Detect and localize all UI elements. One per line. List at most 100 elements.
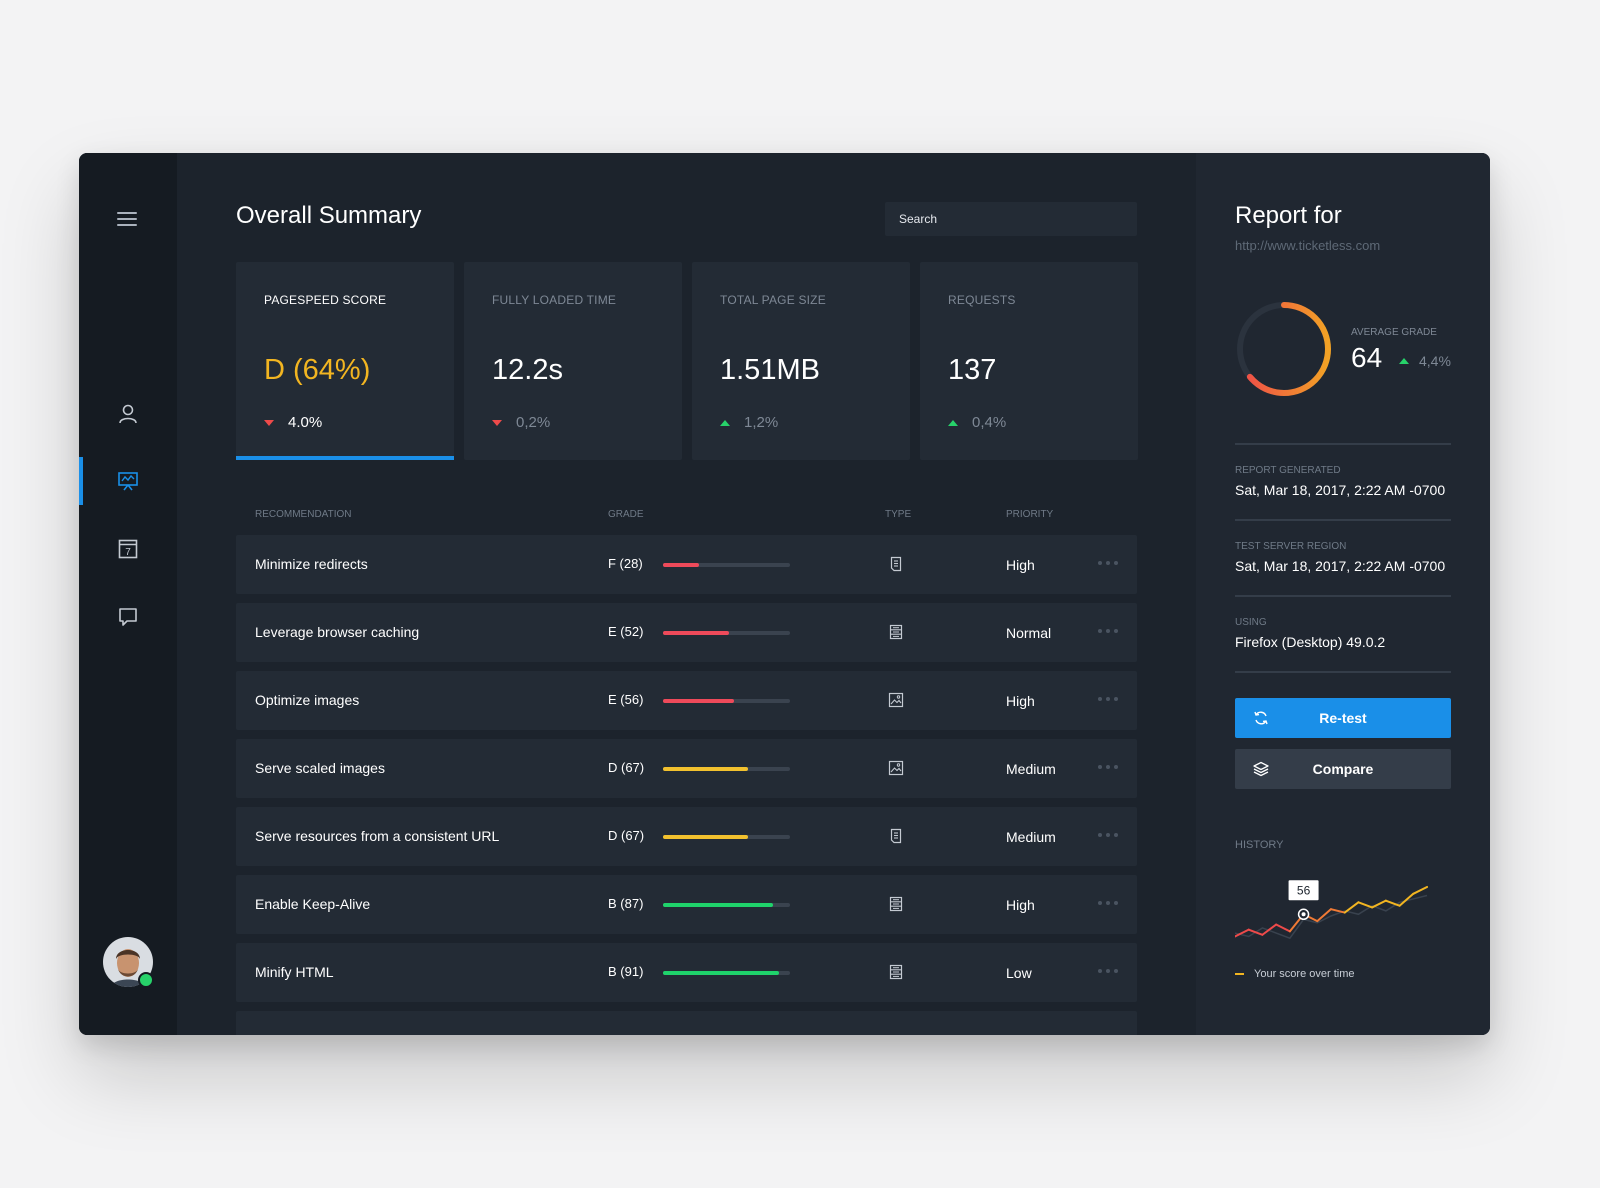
card-delta: 0,2%	[492, 414, 550, 431]
table-row[interactable]	[236, 1011, 1137, 1035]
column-grade[interactable]: GRADE	[608, 509, 644, 520]
priority-value: High	[1006, 897, 1035, 913]
more-options-icon[interactable]	[1098, 761, 1122, 773]
more-options-icon[interactable]	[1098, 625, 1122, 637]
report-url[interactable]: http://www.ticketless.com	[1235, 238, 1381, 253]
grade-value: B (91)	[608, 964, 644, 979]
recommendation-name: Optimize images	[255, 692, 360, 708]
card-delta: 4.0%	[264, 414, 322, 431]
compare-button[interactable]: Compare	[1235, 749, 1451, 789]
server-icon	[888, 964, 904, 980]
priority-value: Medium	[1006, 761, 1056, 777]
grade-bar-fill	[663, 835, 749, 839]
more-options-icon[interactable]	[1098, 693, 1122, 705]
info-test-server-region: TEST SERVER REGION Sat, Mar 18, 2017, 2:…	[1235, 519, 1451, 574]
history-line-segment	[1384, 899, 1401, 907]
grade-bar-fill	[663, 767, 749, 771]
card-delta-value: 0,4%	[972, 414, 1007, 431]
table-row[interactable]: Enable Keep-Alive B (87) High	[236, 875, 1137, 934]
grade-value: F (28)	[608, 556, 643, 571]
arrow-down-icon	[492, 419, 502, 426]
refresh-icon	[1254, 711, 1268, 725]
history-chart: 56	[1235, 880, 1428, 940]
hamburger-menu-icon[interactable]	[117, 212, 137, 226]
grade-bar-fill	[663, 563, 699, 567]
priority-value: Medium	[1006, 829, 1056, 845]
average-grade-label: AVERAGE GRADE	[1351, 327, 1437, 338]
grade-bar	[663, 903, 790, 907]
grade-bar	[663, 835, 790, 839]
card-value: D (64%)	[264, 354, 371, 386]
grade-bar	[663, 699, 790, 703]
sidebar-item-calendar[interactable]: 7	[79, 525, 177, 573]
card-delta: 0,4%	[948, 414, 1006, 431]
more-options-icon[interactable]	[1098, 897, 1122, 909]
table-row[interactable]: Optimize images E (56) High	[236, 671, 1137, 730]
card-value: 12.2s	[492, 354, 563, 386]
card-delta-value: 4.0%	[288, 414, 323, 431]
arrow-up-icon	[1399, 358, 1409, 364]
grade-value: D (67)	[608, 828, 645, 843]
history-line-segment	[1398, 892, 1415, 907]
average-grade-value: 64	[1351, 342, 1383, 373]
calendar-icon: 7	[118, 539, 138, 559]
document-icon	[888, 828, 904, 844]
table-row[interactable]: Serve resources from a consistent URL D (…	[236, 807, 1137, 866]
card-delta-value: 0,2%	[516, 414, 551, 431]
table-row[interactable]: Minify HTML B (91) Low	[236, 943, 1137, 1002]
sidebar-item-messages[interactable]	[79, 593, 177, 641]
info-report-generated: REPORT GENERATED Sat, Mar 18, 2017, 2:22…	[1235, 443, 1451, 498]
legend-swatch	[1235, 973, 1244, 975]
more-options-icon[interactable]	[1098, 557, 1122, 569]
chat-icon	[119, 608, 137, 626]
document-icon	[888, 556, 904, 572]
active-card-indicator	[236, 456, 454, 460]
column-recommendation[interactable]: RECOMMENDATION	[255, 509, 352, 520]
more-options-icon[interactable]	[1098, 829, 1122, 841]
info-value: Sat, Mar 18, 2017, 2:22 AM -0700	[1235, 558, 1446, 574]
history-line-segment	[1235, 928, 1250, 938]
report-title: Report for	[1235, 202, 1342, 229]
sidebar-item-reports[interactable]	[79, 457, 177, 505]
card-requests[interactable]: REQUESTS 137 0,4%	[920, 262, 1138, 460]
history-shadow-line	[1235, 894, 1428, 940]
search-input[interactable]	[885, 202, 1137, 236]
card-delta-value: 1,2%	[744, 414, 779, 431]
history-tooltip-value: 56	[1297, 883, 1311, 897]
average-grade-donut	[1237, 302, 1331, 396]
sidebar-item-user[interactable]	[79, 390, 177, 438]
report-panel: Report for http://www.ticketless.com AVE…	[1196, 153, 1490, 1035]
retest-label: Re-test	[1319, 710, 1367, 726]
recommendation-name: Minimize redirects	[255, 556, 368, 572]
table-row[interactable]: Serve scaled images D (67) Medium	[236, 739, 1137, 798]
card-fully-loaded-time[interactable]: FULLY LOADED TIME 12.2s 0,2%	[464, 262, 682, 460]
card-value: 1.51MB	[720, 354, 820, 386]
table-row[interactable]: Leverage browser caching E (52) Normal	[236, 603, 1137, 662]
compare-label: Compare	[1312, 761, 1374, 777]
more-options-icon[interactable]	[1098, 965, 1122, 977]
retest-button[interactable]: Re-test	[1235, 698, 1451, 738]
page-title: Overall Summary	[236, 202, 422, 229]
history-label: HISTORY	[1235, 839, 1284, 851]
card-total-page-size[interactable]: TOTAL PAGE SIZE 1.51MB 1,2%	[692, 262, 910, 460]
table-row[interactable]: Minimize redirects F (28) High	[236, 535, 1137, 594]
server-icon	[888, 624, 904, 640]
history-line-segment	[1247, 928, 1264, 936]
priority-value: High	[1006, 693, 1035, 709]
history-line-segment	[1316, 908, 1332, 923]
info-label: TEST SERVER REGION	[1235, 541, 1347, 552]
column-priority[interactable]: PRIORITY	[1006, 509, 1054, 520]
arrow-up-icon	[948, 419, 958, 426]
arrow-up-icon	[720, 419, 730, 426]
card-pagespeed-score[interactable]: PAGESPEED SCORE D (64%) 4.0%	[236, 262, 454, 460]
avatar[interactable]	[103, 937, 154, 988]
grade-bar-fill	[663, 971, 779, 975]
sidebar: 7	[79, 153, 177, 1035]
card-label: FULLY LOADED TIME	[492, 293, 617, 307]
column-type[interactable]: TYPE	[885, 509, 912, 520]
app-window: 7 Overall Summary	[79, 153, 1490, 1035]
arrow-down-icon	[264, 419, 274, 426]
card-label: REQUESTS	[948, 293, 1016, 307]
summary-cards: PAGESPEED SCORE D (64%) 4.0% FULLY LOADE…	[236, 262, 1138, 460]
image-icon	[888, 760, 904, 776]
